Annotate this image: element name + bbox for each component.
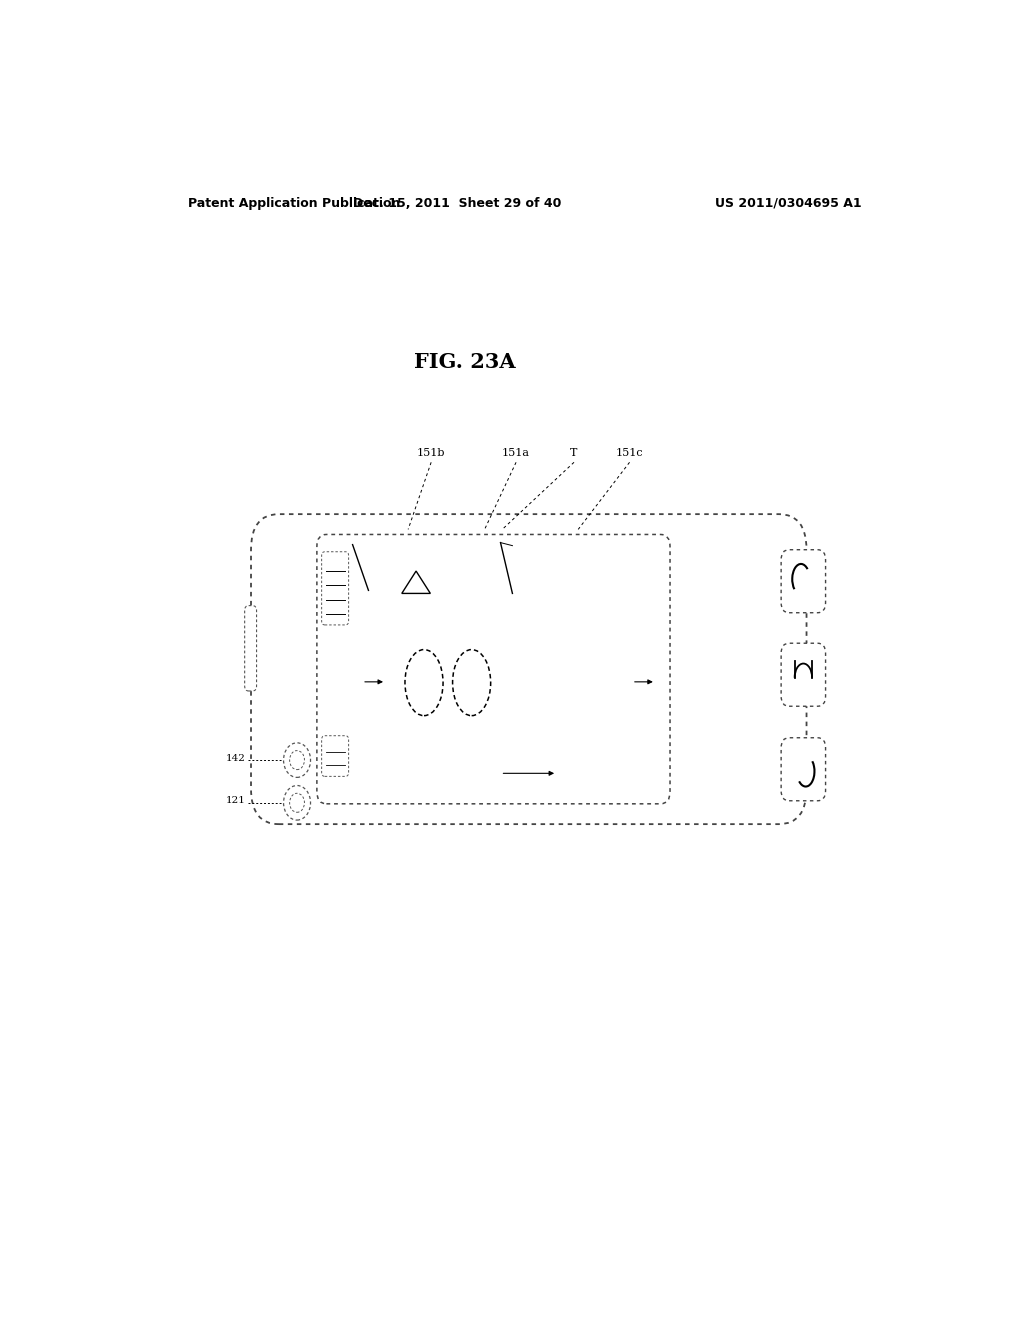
FancyBboxPatch shape — [781, 738, 825, 801]
Text: US 2011/0304695 A1: US 2011/0304695 A1 — [716, 197, 862, 210]
Circle shape — [284, 785, 310, 820]
Text: T: T — [570, 449, 578, 458]
Circle shape — [290, 751, 304, 770]
Circle shape — [284, 743, 310, 777]
FancyBboxPatch shape — [781, 549, 825, 612]
Text: Patent Application Publication: Patent Application Publication — [187, 197, 400, 210]
FancyBboxPatch shape — [781, 643, 825, 706]
Text: Dec. 15, 2011  Sheet 29 of 40: Dec. 15, 2011 Sheet 29 of 40 — [353, 197, 561, 210]
FancyBboxPatch shape — [245, 606, 257, 690]
Text: 151c: 151c — [615, 449, 643, 458]
Ellipse shape — [404, 649, 443, 715]
Text: 151b: 151b — [417, 449, 445, 458]
FancyBboxPatch shape — [316, 535, 670, 804]
Circle shape — [290, 793, 304, 812]
Text: 121: 121 — [225, 796, 246, 805]
Text: FIG. 23A: FIG. 23A — [415, 351, 516, 372]
Text: 142: 142 — [225, 754, 246, 763]
FancyBboxPatch shape — [251, 515, 807, 824]
Text: 151a: 151a — [502, 449, 530, 458]
Ellipse shape — [453, 649, 490, 715]
FancyBboxPatch shape — [322, 552, 348, 624]
FancyBboxPatch shape — [322, 735, 348, 776]
